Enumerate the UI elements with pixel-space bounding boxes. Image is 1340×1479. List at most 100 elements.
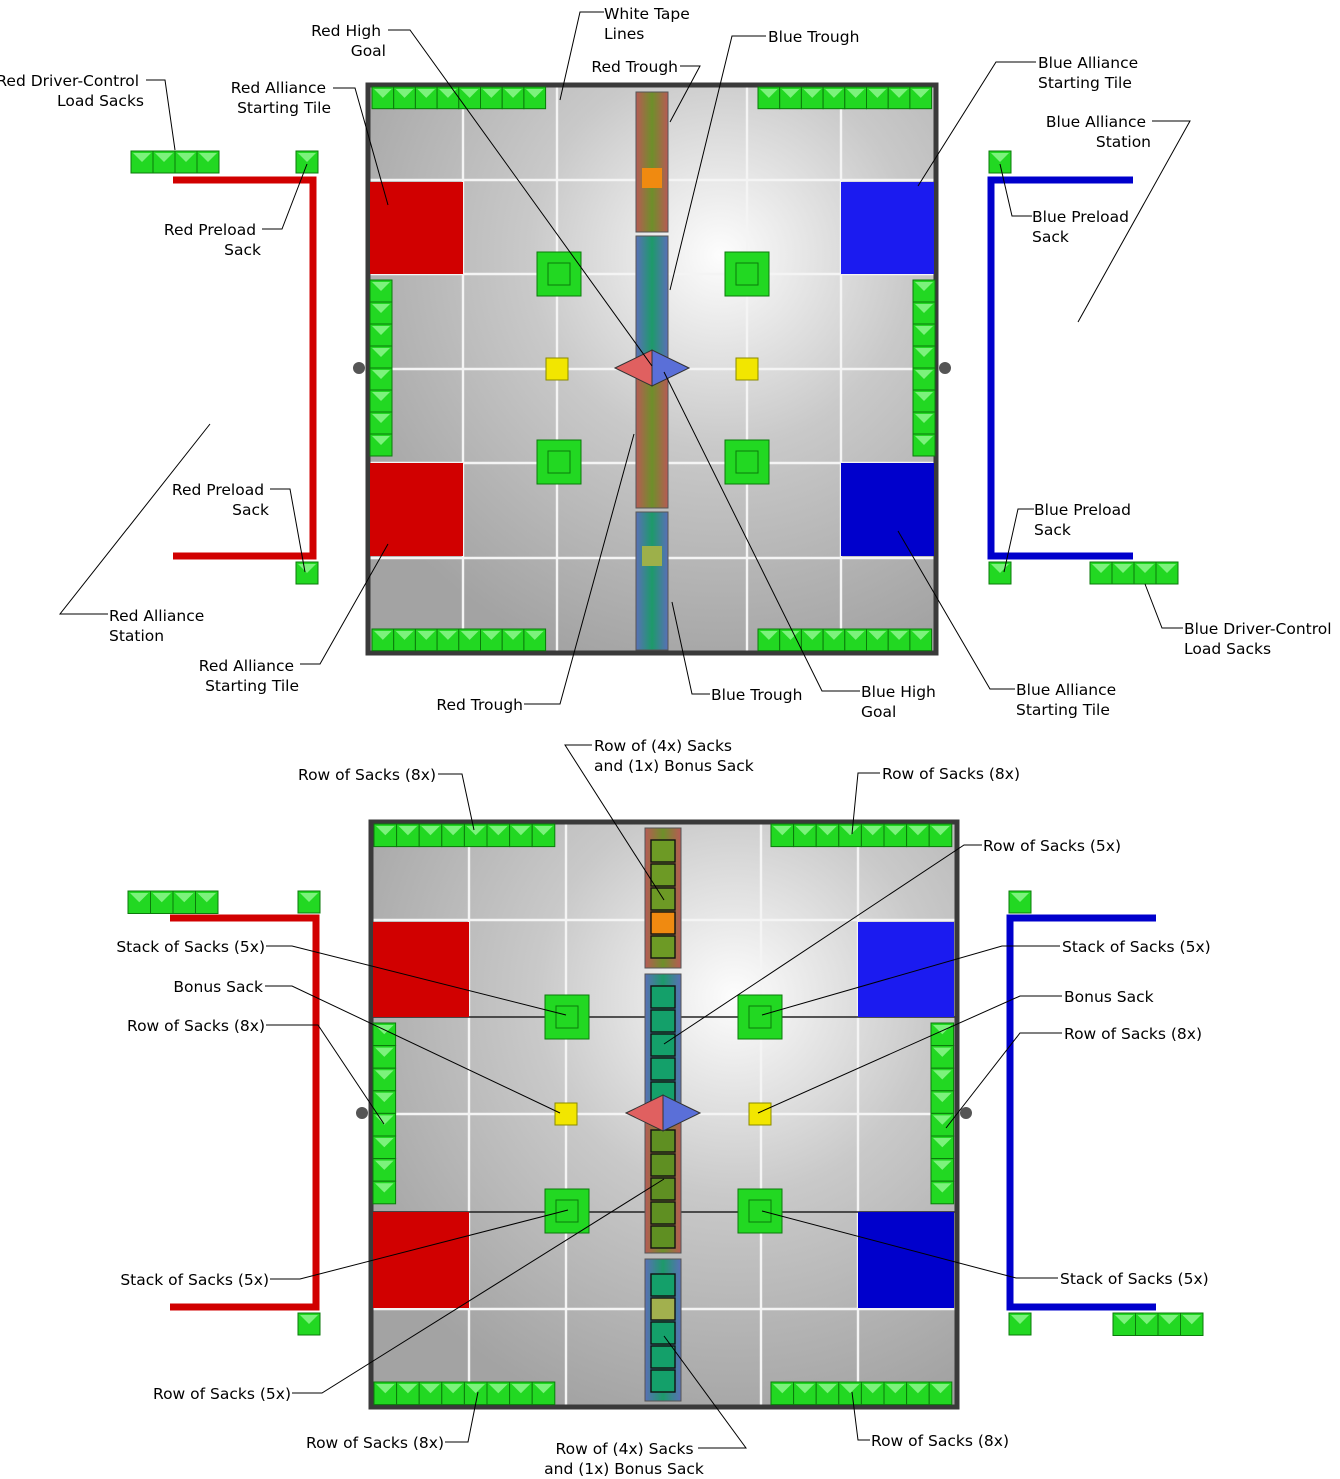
sack-highlight bbox=[372, 414, 390, 423]
label-blue-preload-top: Blue Preload Sack bbox=[1032, 208, 1134, 246]
sack-highlight bbox=[417, 89, 436, 98]
label-blue-high-goal: Blue High Goal bbox=[861, 683, 941, 721]
label-red-station: Red Alliance Station bbox=[109, 607, 209, 645]
sack-highlight bbox=[795, 1384, 815, 1394]
sack-highlight bbox=[375, 1070, 394, 1080]
label-row4-top: Row of (4x) Sacks and (1x) Bonus Sack bbox=[594, 737, 754, 775]
sack-highlight bbox=[460, 89, 479, 98]
bottom-labels: Row of (4x) Sacks and (1x) Bonus Sack Ro… bbox=[116, 737, 1210, 1478]
bonus-sack-in-trough bbox=[642, 168, 662, 188]
sack-highlight bbox=[489, 826, 508, 836]
sack-highlight bbox=[504, 89, 522, 98]
sack-highlight bbox=[372, 282, 390, 291]
sack-highlight bbox=[300, 1315, 318, 1324]
bonus-sack-right bbox=[735, 357, 759, 381]
sack-highlight bbox=[931, 826, 950, 836]
sack-highlight bbox=[911, 631, 930, 640]
sack-highlight bbox=[372, 304, 390, 313]
label-blue-trough-top: Blue Trough bbox=[768, 28, 859, 46]
sack-highlight bbox=[376, 1384, 395, 1394]
trough-sack bbox=[650, 1033, 676, 1057]
label-white-tape-lines: White Tape Lines bbox=[604, 5, 695, 43]
sack-highlight bbox=[525, 631, 544, 640]
sack-highlight bbox=[372, 370, 390, 379]
sack-highlight bbox=[911, 89, 930, 98]
sack-rows bbox=[369, 86, 936, 652]
red-alliance-station bbox=[170, 914, 320, 1311]
sack-highlight bbox=[504, 631, 522, 640]
blue-high-goal bbox=[651, 349, 691, 387]
label-row5-left: Row of Sacks (5x) bbox=[153, 1385, 291, 1403]
trough-sacks bbox=[650, 839, 676, 1393]
label-red-starting-tile-bottom: Red Alliance Starting Tile bbox=[199, 657, 299, 695]
label-stack-right-top: Stack of Sacks (5x) bbox=[1062, 938, 1211, 956]
sack-highlight bbox=[890, 631, 908, 640]
label-blue-starting-tile-bottom: Blue Alliance Starting Tile bbox=[1016, 681, 1121, 719]
trough-sack bbox=[650, 985, 676, 1009]
sack-highlight bbox=[915, 436, 933, 445]
trough-sack bbox=[650, 1321, 676, 1345]
sack-highlight bbox=[197, 893, 216, 903]
trough-sack bbox=[650, 1201, 676, 1225]
sack-highlight bbox=[376, 826, 395, 836]
sack-highlight bbox=[511, 826, 531, 836]
sack-highlight bbox=[933, 1160, 952, 1170]
top-labels: Red High Goal White Tape Lines Blue Trou… bbox=[0, 5, 1337, 721]
sack-highlight bbox=[298, 153, 316, 162]
sack-highlight bbox=[372, 348, 390, 357]
sack-highlight bbox=[915, 282, 933, 291]
sack-highlight bbox=[525, 89, 544, 98]
sack-highlight bbox=[803, 631, 822, 640]
sack-highlight bbox=[398, 1384, 418, 1394]
sack-highlight bbox=[890, 89, 908, 98]
red-alliance-station bbox=[173, 176, 317, 560]
label-blue-preload-bottom: Blue Preload Sack bbox=[1034, 501, 1136, 539]
red-starting-tile-upper bbox=[370, 182, 463, 274]
sack-highlight bbox=[421, 826, 440, 836]
sack-highlight bbox=[1115, 1315, 1134, 1325]
sack-highlight bbox=[372, 392, 390, 401]
label-bonus-right: Bonus Sack bbox=[1064, 988, 1154, 1006]
trough-sack bbox=[650, 1369, 676, 1393]
blue-starting-tile-lower bbox=[841, 463, 934, 556]
sack-highlight bbox=[773, 826, 792, 836]
station-sacks bbox=[130, 150, 1179, 585]
sack-highlight bbox=[825, 631, 843, 640]
sack-highlight bbox=[795, 826, 815, 836]
blue-starting-tile-upper bbox=[858, 922, 954, 1017]
sack-highlight bbox=[915, 392, 933, 401]
trough-bonus-sack bbox=[650, 911, 676, 935]
sack-highlight bbox=[803, 89, 822, 98]
sack-highlight bbox=[1160, 1315, 1179, 1325]
label-blue-driver-load: Blue Driver-Control Load Sacks bbox=[1184, 620, 1337, 658]
sack-highlight bbox=[133, 153, 151, 162]
bottom-field bbox=[127, 819, 1204, 1410]
sack-highlight bbox=[155, 153, 173, 162]
label-row8-top-right: Row of Sacks (8x) bbox=[882, 765, 1020, 783]
sack-highlight bbox=[931, 1384, 950, 1394]
sack-highlight bbox=[439, 89, 457, 98]
label-row8-right: Row of Sacks (8x) bbox=[1064, 1025, 1202, 1043]
sack-highlight bbox=[482, 89, 501, 98]
sack-highlight bbox=[915, 304, 933, 313]
trough-sack bbox=[650, 839, 676, 863]
sack-highlight bbox=[199, 153, 217, 162]
sack-highlight bbox=[443, 1384, 463, 1394]
label-red-trough-top: Red Trough bbox=[591, 58, 678, 76]
blue-starting-tile-upper bbox=[841, 182, 934, 274]
leader-lines bbox=[58, 11, 1191, 1449]
sack-highlight bbox=[933, 1138, 952, 1148]
trough-sack bbox=[650, 1129, 676, 1153]
label-stack-left-bottom: Stack of Sacks (5x) bbox=[120, 1271, 269, 1289]
label-red-driver-load: Red Driver-Control Load Sacks bbox=[0, 72, 144, 110]
sack-highlight bbox=[1137, 1315, 1156, 1325]
trough-sack bbox=[650, 1225, 676, 1249]
sack-highlight bbox=[1114, 564, 1132, 573]
sack-highlight bbox=[460, 631, 479, 640]
label-red-high-goal: Red High Goal bbox=[311, 22, 386, 60]
sack-highlight bbox=[840, 1384, 860, 1394]
sack-highlight bbox=[886, 826, 905, 836]
sack-highlight bbox=[991, 153, 1009, 162]
sack-highlight bbox=[130, 893, 149, 903]
sack-highlight bbox=[466, 1384, 485, 1394]
